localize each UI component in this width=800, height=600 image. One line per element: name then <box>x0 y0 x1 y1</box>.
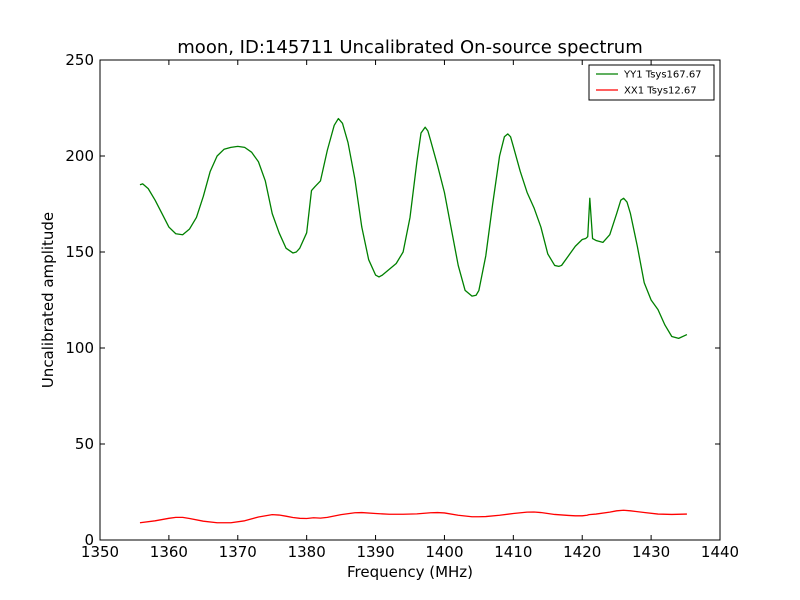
legend-box <box>588 64 715 101</box>
legend-label-yy1: YY1 Tsys167.67 <box>623 70 702 81</box>
x-tick-label: 1380 <box>288 543 326 561</box>
x-tick-label: 1430 <box>632 543 670 561</box>
plot-area: 1350 1360 1370 1380 1390 1400 1410 1420 1430 1440… <box>65 51 739 561</box>
x-tick-label: 1360 <box>150 543 188 561</box>
axes-background <box>100 60 720 540</box>
y-tick-label: 150 <box>65 243 94 261</box>
legend-label-xx1: XX1 Tsys12.67 <box>624 86 697 97</box>
y-tick-label: 0 <box>84 531 94 549</box>
axes-frame <box>99 59 721 541</box>
y-tick-label: 100 <box>65 339 94 357</box>
series-layer <box>139 117 688 524</box>
y-axis-label: Uncalibrated amplitude <box>39 212 57 388</box>
y-tick-label: 200 <box>65 147 94 165</box>
y-tick-label: 250 <box>65 51 94 69</box>
series-line-yy1 <box>139 117 688 340</box>
x-tick-label: 1440 <box>701 543 739 561</box>
x-tick-label: 1420 <box>563 543 601 561</box>
tick-layer: 1350 1360 1370 1380 1390 1400 1410 1420 1430 1440… <box>65 51 739 561</box>
x-tick-label: 1350 <box>81 543 119 561</box>
x-axis-label: Frequency (MHz) <box>347 563 473 581</box>
chart-title: moon, ID:145711 Uncalibrated On-source s… <box>177 37 642 58</box>
y-tick-label: 50 <box>75 435 94 453</box>
x-tick-label: 1370 <box>219 543 257 561</box>
x-tick-label: 1390 <box>356 543 394 561</box>
series-line-xx1 <box>139 509 687 524</box>
x-tick-label: 1410 <box>494 543 532 561</box>
x-tick-label: 1400 <box>425 543 463 561</box>
legend: YY1 Tsys167.67 XX1 Tsys12.67 <box>588 64 715 101</box>
